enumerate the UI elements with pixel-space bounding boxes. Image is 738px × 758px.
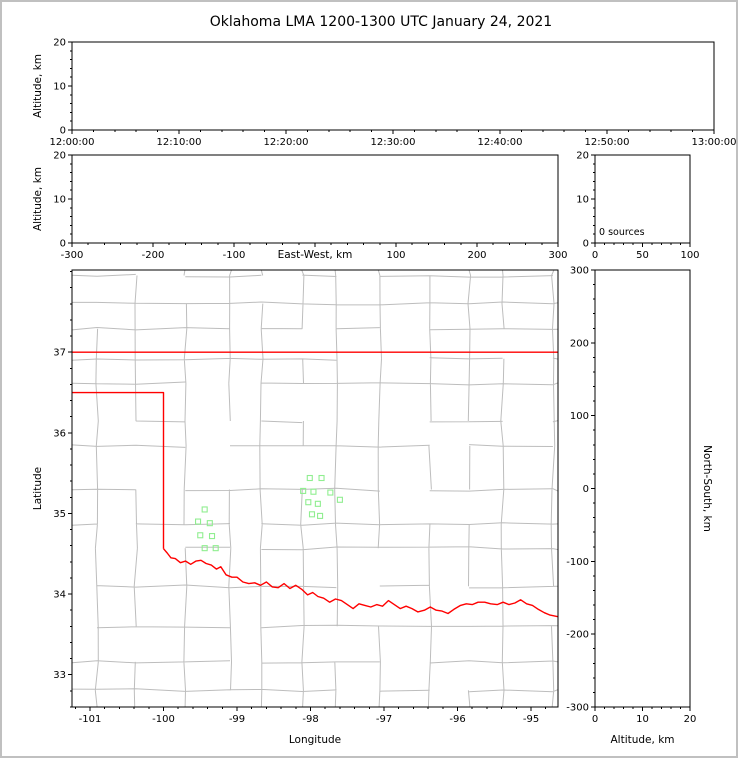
tick-label: 37 [53,348,66,359]
tick-label: 20 [576,151,589,162]
tick-label: 12:50:00 [585,137,630,148]
tick-label: 200 [467,250,486,261]
axis-label: East-West, km [278,249,353,261]
station-marker [201,506,208,513]
tick-label: 10 [636,714,649,725]
tick-label: -97 [376,714,392,725]
station-marker [336,496,343,503]
panel-northsouth-altitude: 0 10 20 -300 -200 -100 0 100 200 300 Altitude, km N… [566,266,713,747]
tick-label: 36 [53,428,66,439]
panel-frame [71,41,715,131]
tick-label: 34 [53,590,66,601]
tick-label: 100 [570,411,589,422]
tick-label: 20 [53,151,66,162]
axis-label: Altitude, km [32,167,44,231]
tick-label: 12:00:00 [50,137,95,148]
tick-label: 10 [576,195,589,206]
figure-title: Oklahoma LMA 1200-1300 UTC January 24, 2… [209,14,553,30]
panel-plan-view-map: -101 -100 -99 -98 -97 -96 -95 33 34 35 36 37 Longitu… [32,269,559,746]
source-count-label: 0 sources [599,227,645,238]
county-boundaries [72,270,558,707]
tick-label: 35 [53,509,66,520]
panel-eastwest-altitude: -300 -200 -100 100 200 300 0 10 20 East-West, km A… [32,151,568,262]
tick-label: -100 [152,714,175,725]
axis-label: Altitude, km [32,54,44,118]
tick-label: 12:30:00 [371,137,416,148]
tick-label: -300 [61,250,84,261]
station-marker [327,489,334,496]
panel-time-altitude: 12:00:00 12:10:00 12:20:00 12:30:00 12:40:00… [32,38,736,149]
panel-altitude-histogram: 0 sources 0 50 100 0 10 20 [576,151,699,262]
axis-label: Latitude [32,467,44,510]
tick-label: 10 [53,195,66,206]
tick-label: 20 [53,38,66,49]
tick-label: 0 [592,250,598,261]
tick-label: 300 [570,266,589,277]
tick-label: 12:40:00 [478,137,523,148]
station-marker [314,500,321,507]
tick-label: -100 [223,250,246,261]
station-marker [195,518,202,525]
tick-label: 100 [386,250,405,261]
axes [68,269,559,711]
tick-label: 33 [53,670,66,681]
lma-station-markers [195,474,343,552]
station-marker [212,545,219,552]
tick-label: 0 [60,126,66,137]
tick-label: 13:00:00 [692,137,737,148]
tick-label: -95 [523,714,539,725]
tick-label: -99 [229,714,245,725]
station-marker [305,499,312,506]
station-marker [201,545,208,552]
axis-label: Altitude, km [610,734,674,746]
tick-label: 200 [570,338,589,349]
panel-frame [594,154,691,244]
axes [68,41,715,134]
station-marker [308,511,316,518]
axis-label: North-South, km [701,445,713,532]
oklahoma-state-border [72,351,558,618]
axes [591,154,691,247]
panel-frame [594,269,691,708]
station-marker [310,488,317,495]
panel-frame [71,154,559,244]
state-border-line [162,548,558,618]
tick-label: -101 [79,714,102,725]
station-marker [197,532,204,539]
tick-label: 20 [684,714,697,725]
state-border-line [72,391,165,549]
tick-label: 12:20:00 [264,137,309,148]
tick-label: 0 [583,484,589,495]
panel-frame [71,269,559,708]
tick-label: 300 [548,250,567,261]
tick-label: -300 [566,703,589,714]
tick-label: -98 [302,714,318,725]
tick-label: 10 [53,82,66,93]
tick-label: 50 [636,250,649,261]
axes [68,154,559,247]
tick-label: 0 [583,239,589,250]
tick-label: -96 [449,714,465,725]
tick-label: -200 [142,250,165,261]
map-content [72,270,558,707]
tick-label: 0 [60,239,66,250]
station-marker [206,520,213,527]
tick-label: -200 [566,630,589,641]
station-marker [300,487,307,494]
station-marker [318,474,325,482]
tick-label: 100 [680,250,699,261]
tick-label: 0 [592,714,598,725]
station-marker [208,533,216,540]
tick-label: 12:10:00 [157,137,202,148]
station-marker [306,474,313,482]
axis-label: Longitude [289,734,341,746]
axes [591,269,691,711]
station-marker [317,512,324,519]
tick-label: -100 [566,557,589,568]
